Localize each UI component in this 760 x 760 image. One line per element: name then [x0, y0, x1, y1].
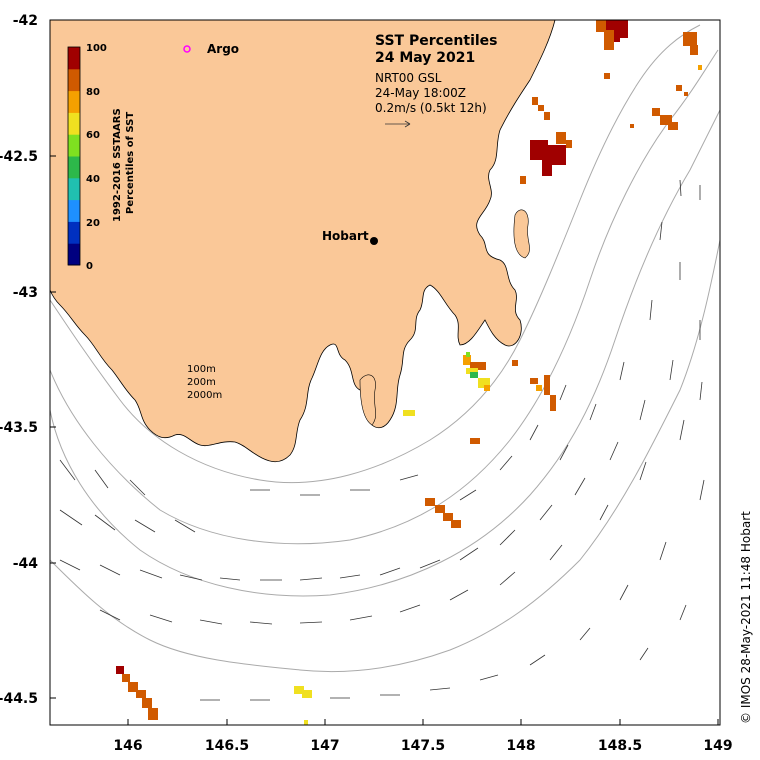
- hobart-marker-icon: [370, 237, 378, 245]
- lon-tick-label: 149: [703, 738, 732, 754]
- colorbar: [68, 47, 80, 266]
- island-bruny: [359, 374, 376, 426]
- lat-tick-label: -44.5: [0, 691, 38, 707]
- lon-tick-label: 146: [113, 738, 142, 754]
- sst-pixels: [116, 20, 702, 725]
- island-maria: [513, 209, 530, 259]
- lon-tick-label: 147.5: [401, 738, 445, 754]
- lat-tick-label: -42.5: [0, 149, 38, 165]
- argo-marker-icon: [183, 45, 191, 53]
- colorbar-title: 1992-2016 SSTAARS: [112, 108, 123, 222]
- tick-marks: [50, 19, 719, 725]
- colorbar-tick-label: 0: [86, 261, 93, 272]
- contour-label: 2000m: [187, 390, 222, 401]
- lon-tick-label: 146.5: [205, 738, 249, 754]
- contour-label: 100m: [187, 364, 216, 375]
- colorbar-tick-label: 40: [86, 174, 100, 185]
- product-name: NRT00 GSL: [375, 71, 442, 85]
- contour-label: 200m: [187, 377, 216, 388]
- colorbar-segment: [68, 156, 80, 179]
- colorbar-segment: [68, 68, 80, 92]
- current-vectors: [59, 179, 705, 701]
- colorbar-segment: [68, 47, 80, 70]
- tasmania-land: [49, 19, 556, 463]
- lat-tick-label: -44: [13, 556, 39, 572]
- vector-scale-label: 0.2m/s (0.5kt 12h): [375, 101, 487, 115]
- depth-contours: [49, 24, 721, 673]
- map-title: SST Percentiles: [375, 33, 498, 49]
- colorbar-tick-label: 80: [86, 87, 100, 98]
- timestamp: 24-May 18:00Z: [375, 86, 466, 100]
- colorbar-tick-label: 60: [86, 130, 100, 141]
- colorbar-title: Percentiles of SST: [125, 112, 136, 214]
- map-date: 24 May 2021: [375, 50, 475, 66]
- colorbar-tick-label: 100: [86, 43, 107, 54]
- hobart-label: Hobart: [322, 229, 369, 243]
- lat-tick-label: -43.5: [0, 420, 38, 436]
- colorbar-segment: [68, 90, 80, 113]
- lat-tick-label: -43: [13, 285, 38, 301]
- lat-tick-label: -42: [13, 13, 38, 29]
- colorbar-segment: [68, 177, 80, 201]
- colorbar-frame: [67, 46, 81, 266]
- colorbar-segment: [68, 199, 80, 222]
- argo-label: Argo: [207, 42, 239, 56]
- lon-tick-label: 148.5: [598, 738, 642, 754]
- credit-text: © IMOS 28-May-2021 11:48 Hobart: [739, 511, 753, 724]
- colorbar-segment: [68, 134, 80, 157]
- colorbar-segment: [68, 221, 80, 244]
- colorbar-segment: [68, 112, 80, 135]
- vector-scale-arrow: [385, 120, 411, 128]
- lon-tick-label: 148: [506, 738, 535, 754]
- colorbar-segment: [68, 243, 80, 266]
- colorbar-tick-label: 20: [86, 218, 100, 229]
- map-frame: [49, 19, 721, 726]
- lon-tick-label: 147: [310, 738, 339, 754]
